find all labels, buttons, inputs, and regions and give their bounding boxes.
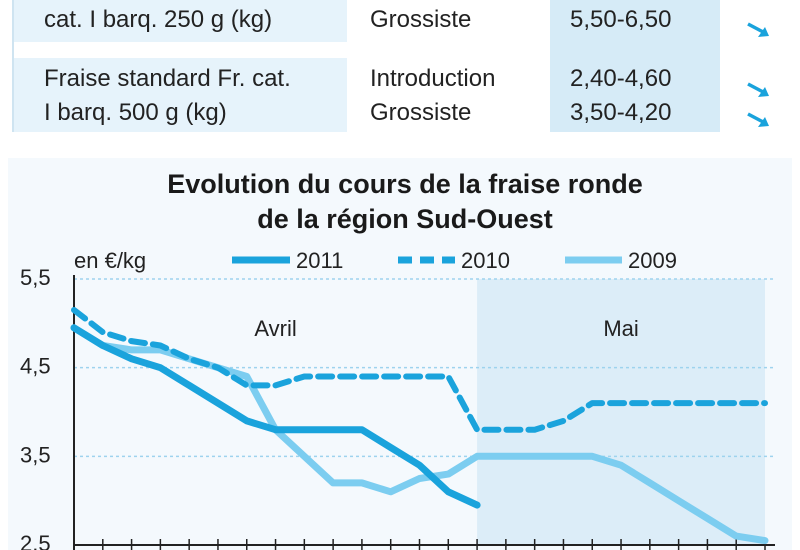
arrow-down-right-icon [747, 112, 769, 127]
axes [73, 275, 775, 550]
table-cell-price: 2,40-4,60 [570, 65, 672, 92]
period-label: Avril [254, 316, 296, 341]
chart-title: Evolution du cours de la fraise ronde [167, 169, 643, 199]
table-cell-stage: Grossiste [370, 6, 472, 33]
legend-label-2011: 2011 [296, 248, 343, 273]
y-tick-label: 4,5 [20, 354, 51, 379]
price-column-band [550, 0, 720, 132]
table-cell-stage: Grossiste [370, 99, 472, 126]
table-band [12, 0, 347, 42]
y-axis-unit-label: en €/kg [74, 248, 146, 273]
period-labels: Avril Mai [254, 316, 638, 341]
price-table: cat. I barq. 250 g (kg) Grossiste 5,50-6… [0, 0, 800, 140]
y-tick-label: 3,5 [20, 442, 51, 467]
legend-label-2009: 2009 [628, 248, 677, 273]
may-period-band [477, 279, 765, 545]
chart-legend: 2011 2010 2009 [232, 248, 677, 273]
arrow-down-right-icon [747, 22, 769, 37]
table-cell-product: cat. I barq. 250 g (kg) [44, 6, 273, 33]
table-band [12, 58, 347, 132]
y-tick-label: 5,5 [20, 265, 51, 290]
series-line-2009 [70, 324, 769, 545]
y-tick-label: 2,5 [20, 531, 51, 550]
y-tick-labels: 5,5 4,5 3,5 2,5 [20, 265, 51, 550]
arrow-down-right-icon [747, 82, 769, 97]
table-cell-product: I barq. 500 g (kg) [44, 99, 227, 126]
table-cell-product: Fraise standard Fr. cat. [44, 65, 291, 92]
period-label: Mai [603, 316, 638, 341]
table-cell-price: 5,50-6,50 [570, 6, 672, 33]
series-lines [70, 307, 769, 545]
table-cell-price: 3,50-4,20 [570, 99, 672, 126]
legend-label-2010: 2010 [461, 248, 510, 273]
series-line-2010 [71, 307, 768, 433]
table-left-rule [12, 0, 14, 132]
table-cell-stage: Introduction [370, 65, 496, 92]
series-line-2011 [70, 324, 481, 509]
chart-subtitle: de la région Sud-Ouest [257, 204, 553, 234]
